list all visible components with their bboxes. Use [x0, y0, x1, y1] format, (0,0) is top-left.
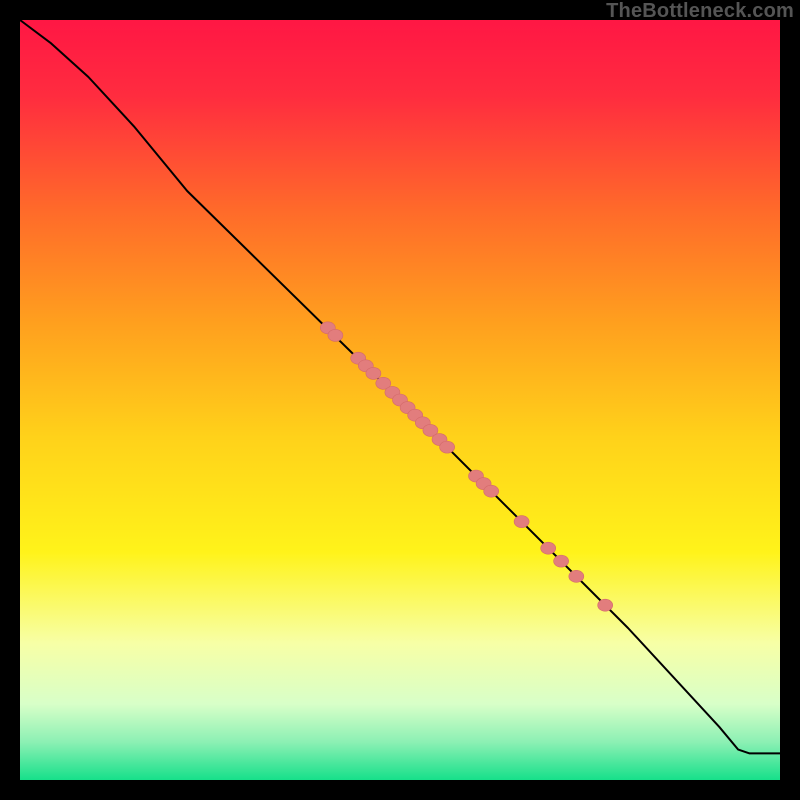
data-marker — [598, 599, 613, 611]
data-marker — [554, 555, 569, 567]
watermark-text: TheBottleneck.com — [606, 0, 794, 23]
data-marker — [569, 570, 584, 582]
data-marker — [366, 367, 381, 379]
data-marker — [514, 516, 529, 528]
data-marker — [328, 329, 343, 341]
chart-root: TheBottleneck.com — [0, 0, 800, 800]
data-marker — [541, 542, 556, 554]
data-marker — [484, 485, 499, 497]
chart-svg — [0, 0, 800, 800]
data-marker — [440, 441, 455, 453]
